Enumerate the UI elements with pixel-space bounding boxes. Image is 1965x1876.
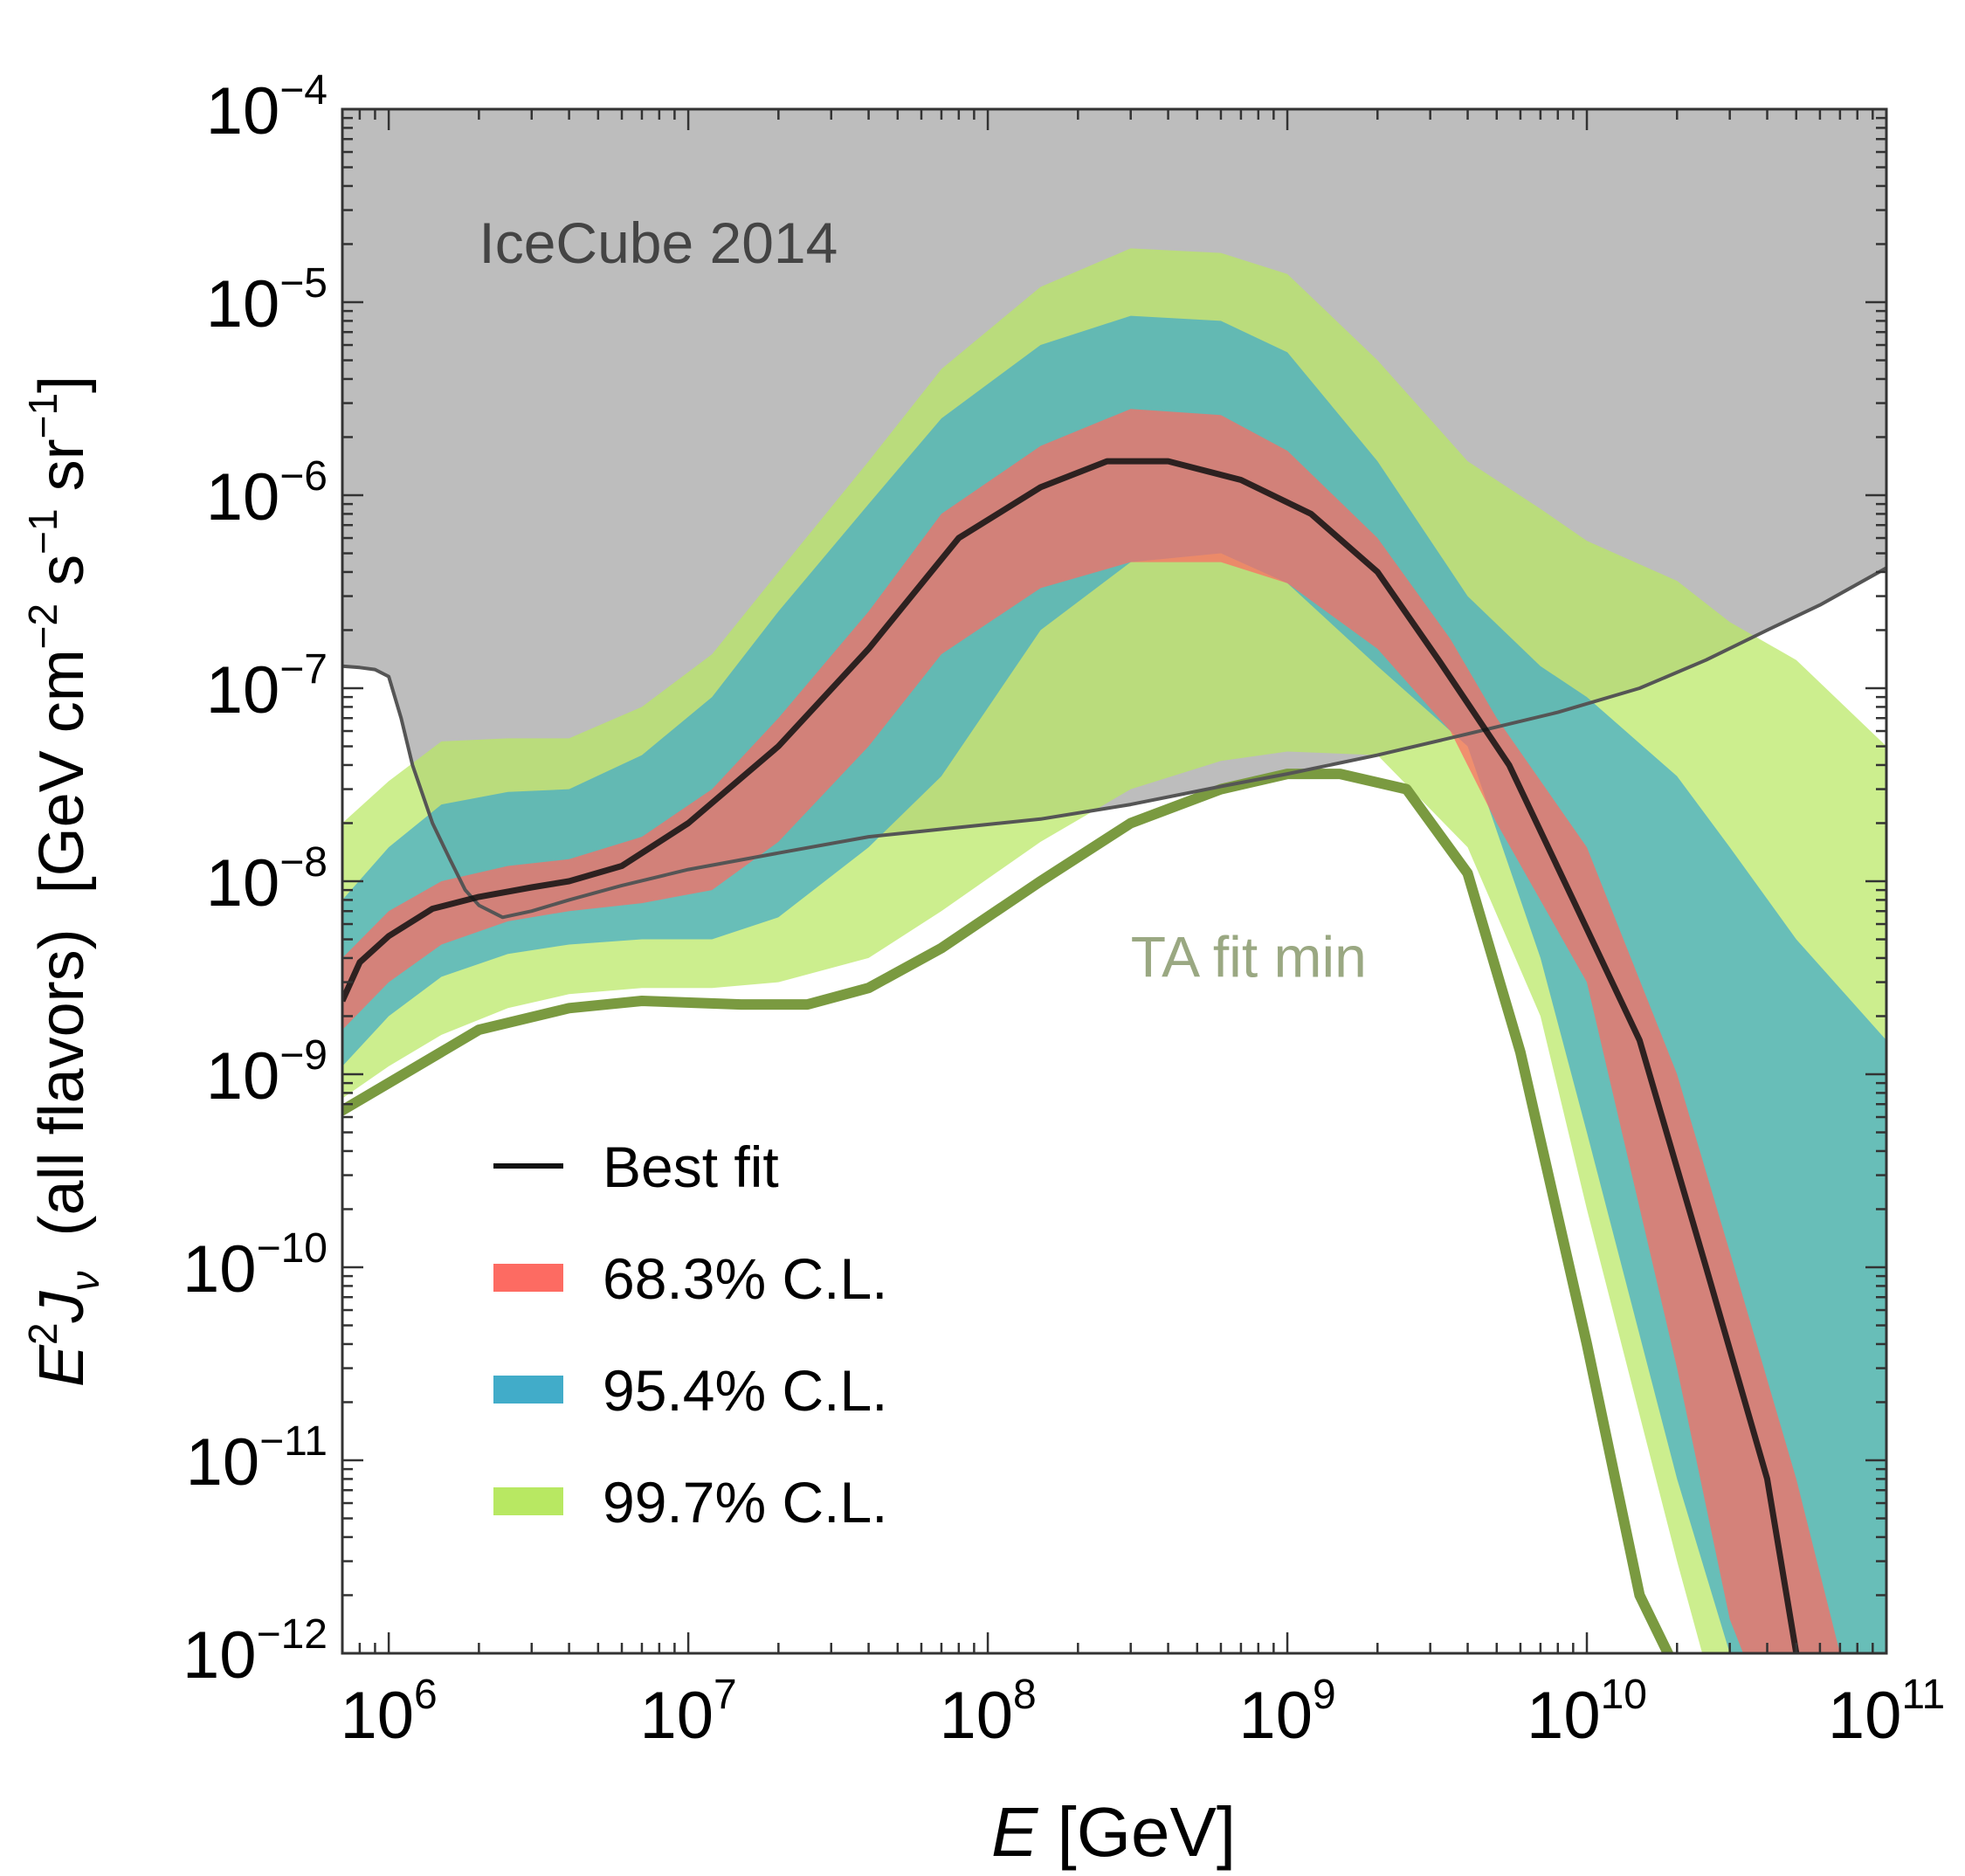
y-tick-labels: 10−4 10−5 10−6 10−7 10−8 10−9 10−10 10−11 10−12 bbox=[183, 67, 328, 1693]
legend-label: 99.7% C.L. bbox=[603, 1470, 888, 1535]
legend-swatch bbox=[493, 1376, 563, 1404]
legend-item: 68.3% C.L. bbox=[493, 1246, 888, 1311]
icecube-2014-label: IceCube 2014 bbox=[479, 210, 838, 275]
legend-label: Best fit bbox=[603, 1135, 779, 1199]
plot-area bbox=[342, 109, 1886, 1653]
legend-swatch bbox=[493, 1487, 563, 1515]
y-tick-label: 10−4 bbox=[206, 67, 328, 148]
y-axis-label: E2Jν(all flavors)[GeV cm−2 s−1 sr−1] bbox=[20, 376, 107, 1387]
x-tick-label: 1010 bbox=[1527, 1672, 1647, 1753]
band-68-3-c-l- bbox=[342, 409, 1840, 1653]
y-tick-label: 10−6 bbox=[206, 453, 328, 535]
legend-label: 68.3% C.L. bbox=[603, 1246, 888, 1311]
legend-swatch bbox=[493, 1264, 563, 1292]
x-tick-label: 106 bbox=[341, 1672, 438, 1753]
y-tick-label: 10−8 bbox=[206, 839, 328, 921]
y-tick-label: 10−7 bbox=[206, 646, 328, 728]
y-tick-label: 10−5 bbox=[206, 260, 328, 341]
band-95-4-c-l- bbox=[342, 315, 1886, 1653]
y-tick-label: 10−12 bbox=[183, 1611, 328, 1693]
x-tick-label: 108 bbox=[939, 1672, 1036, 1753]
x-axis-label: E [GeV] bbox=[991, 1793, 1236, 1871]
ta-fit-min-label: TA fit min bbox=[1131, 924, 1367, 989]
icecube-2014-line bbox=[342, 566, 1886, 920]
x-tick-label: 1011 bbox=[1828, 1672, 1945, 1753]
best-fit-line bbox=[342, 458, 1800, 1653]
x-tick-label: 109 bbox=[1238, 1672, 1335, 1753]
legend-item: 99.7% C.L. bbox=[493, 1470, 888, 1535]
axis-ticks bbox=[341, 107, 1888, 1655]
y-tick-label: 10−11 bbox=[186, 1418, 328, 1500]
y-tick-label: 10−10 bbox=[183, 1225, 328, 1307]
ta-fit-min-curve bbox=[342, 769, 1674, 1653]
legend-item: 95.4% C.L. bbox=[493, 1358, 888, 1423]
legend: Best fit 68.3% C.L. 95.4% C.L. 99.7% C.L. bbox=[493, 1135, 888, 1535]
band-99-7-c-l- bbox=[342, 248, 1886, 1653]
x-tick-label: 107 bbox=[639, 1672, 736, 1753]
annotations: IceCube 2014 TA fit min bbox=[479, 210, 1367, 989]
legend-label: 95.4% C.L. bbox=[603, 1358, 888, 1423]
x-tick-labels: 106 107 108 109 1010 1011 bbox=[341, 1672, 1946, 1753]
y-tick-label: 10−9 bbox=[206, 1032, 328, 1114]
legend-item: Best fit bbox=[493, 1135, 779, 1199]
